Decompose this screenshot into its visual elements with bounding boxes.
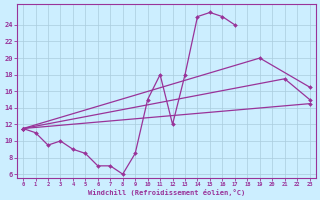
X-axis label: Windchill (Refroidissement éolien,°C): Windchill (Refroidissement éolien,°C): [88, 189, 245, 196]
